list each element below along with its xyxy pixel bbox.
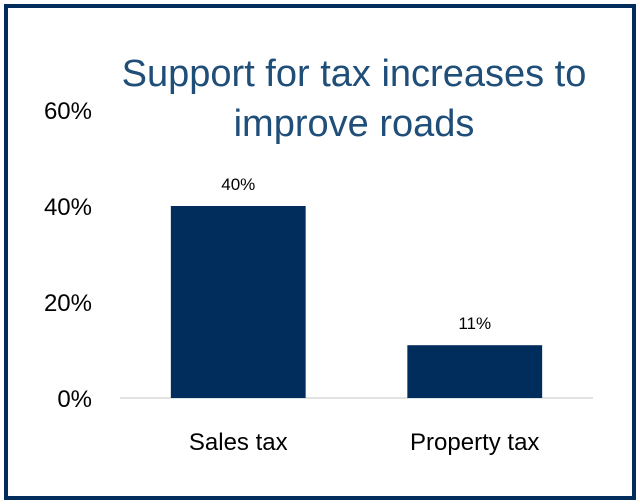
y-axis: 0% 20% 40% 60%: [44, 98, 92, 413]
bar-value-label: 40%: [221, 175, 255, 194]
value-labels: 40% 11%: [221, 175, 491, 333]
bar-property-tax: [407, 345, 543, 398]
y-tick-label: 60%: [44, 98, 92, 125]
chart-title-line-2: improve roads: [234, 103, 475, 145]
chart-title: Support for tax increases to improve roa…: [122, 53, 587, 145]
y-tick-label: 0%: [57, 386, 92, 413]
chart-title-line-1: Support for tax increases to: [122, 53, 587, 95]
y-tick-label: 40%: [44, 194, 92, 221]
bar-sales-tax: [170, 206, 306, 398]
y-tick-label: 20%: [44, 290, 92, 317]
bars: [170, 206, 543, 398]
x-category-label: Sales tax: [189, 429, 288, 456]
x-category-label: Property tax: [410, 429, 539, 456]
bar-value-label: 11%: [458, 314, 491, 333]
x-axis: Sales tax Property tax: [189, 429, 540, 456]
chart-frame: [4, 4, 636, 500]
